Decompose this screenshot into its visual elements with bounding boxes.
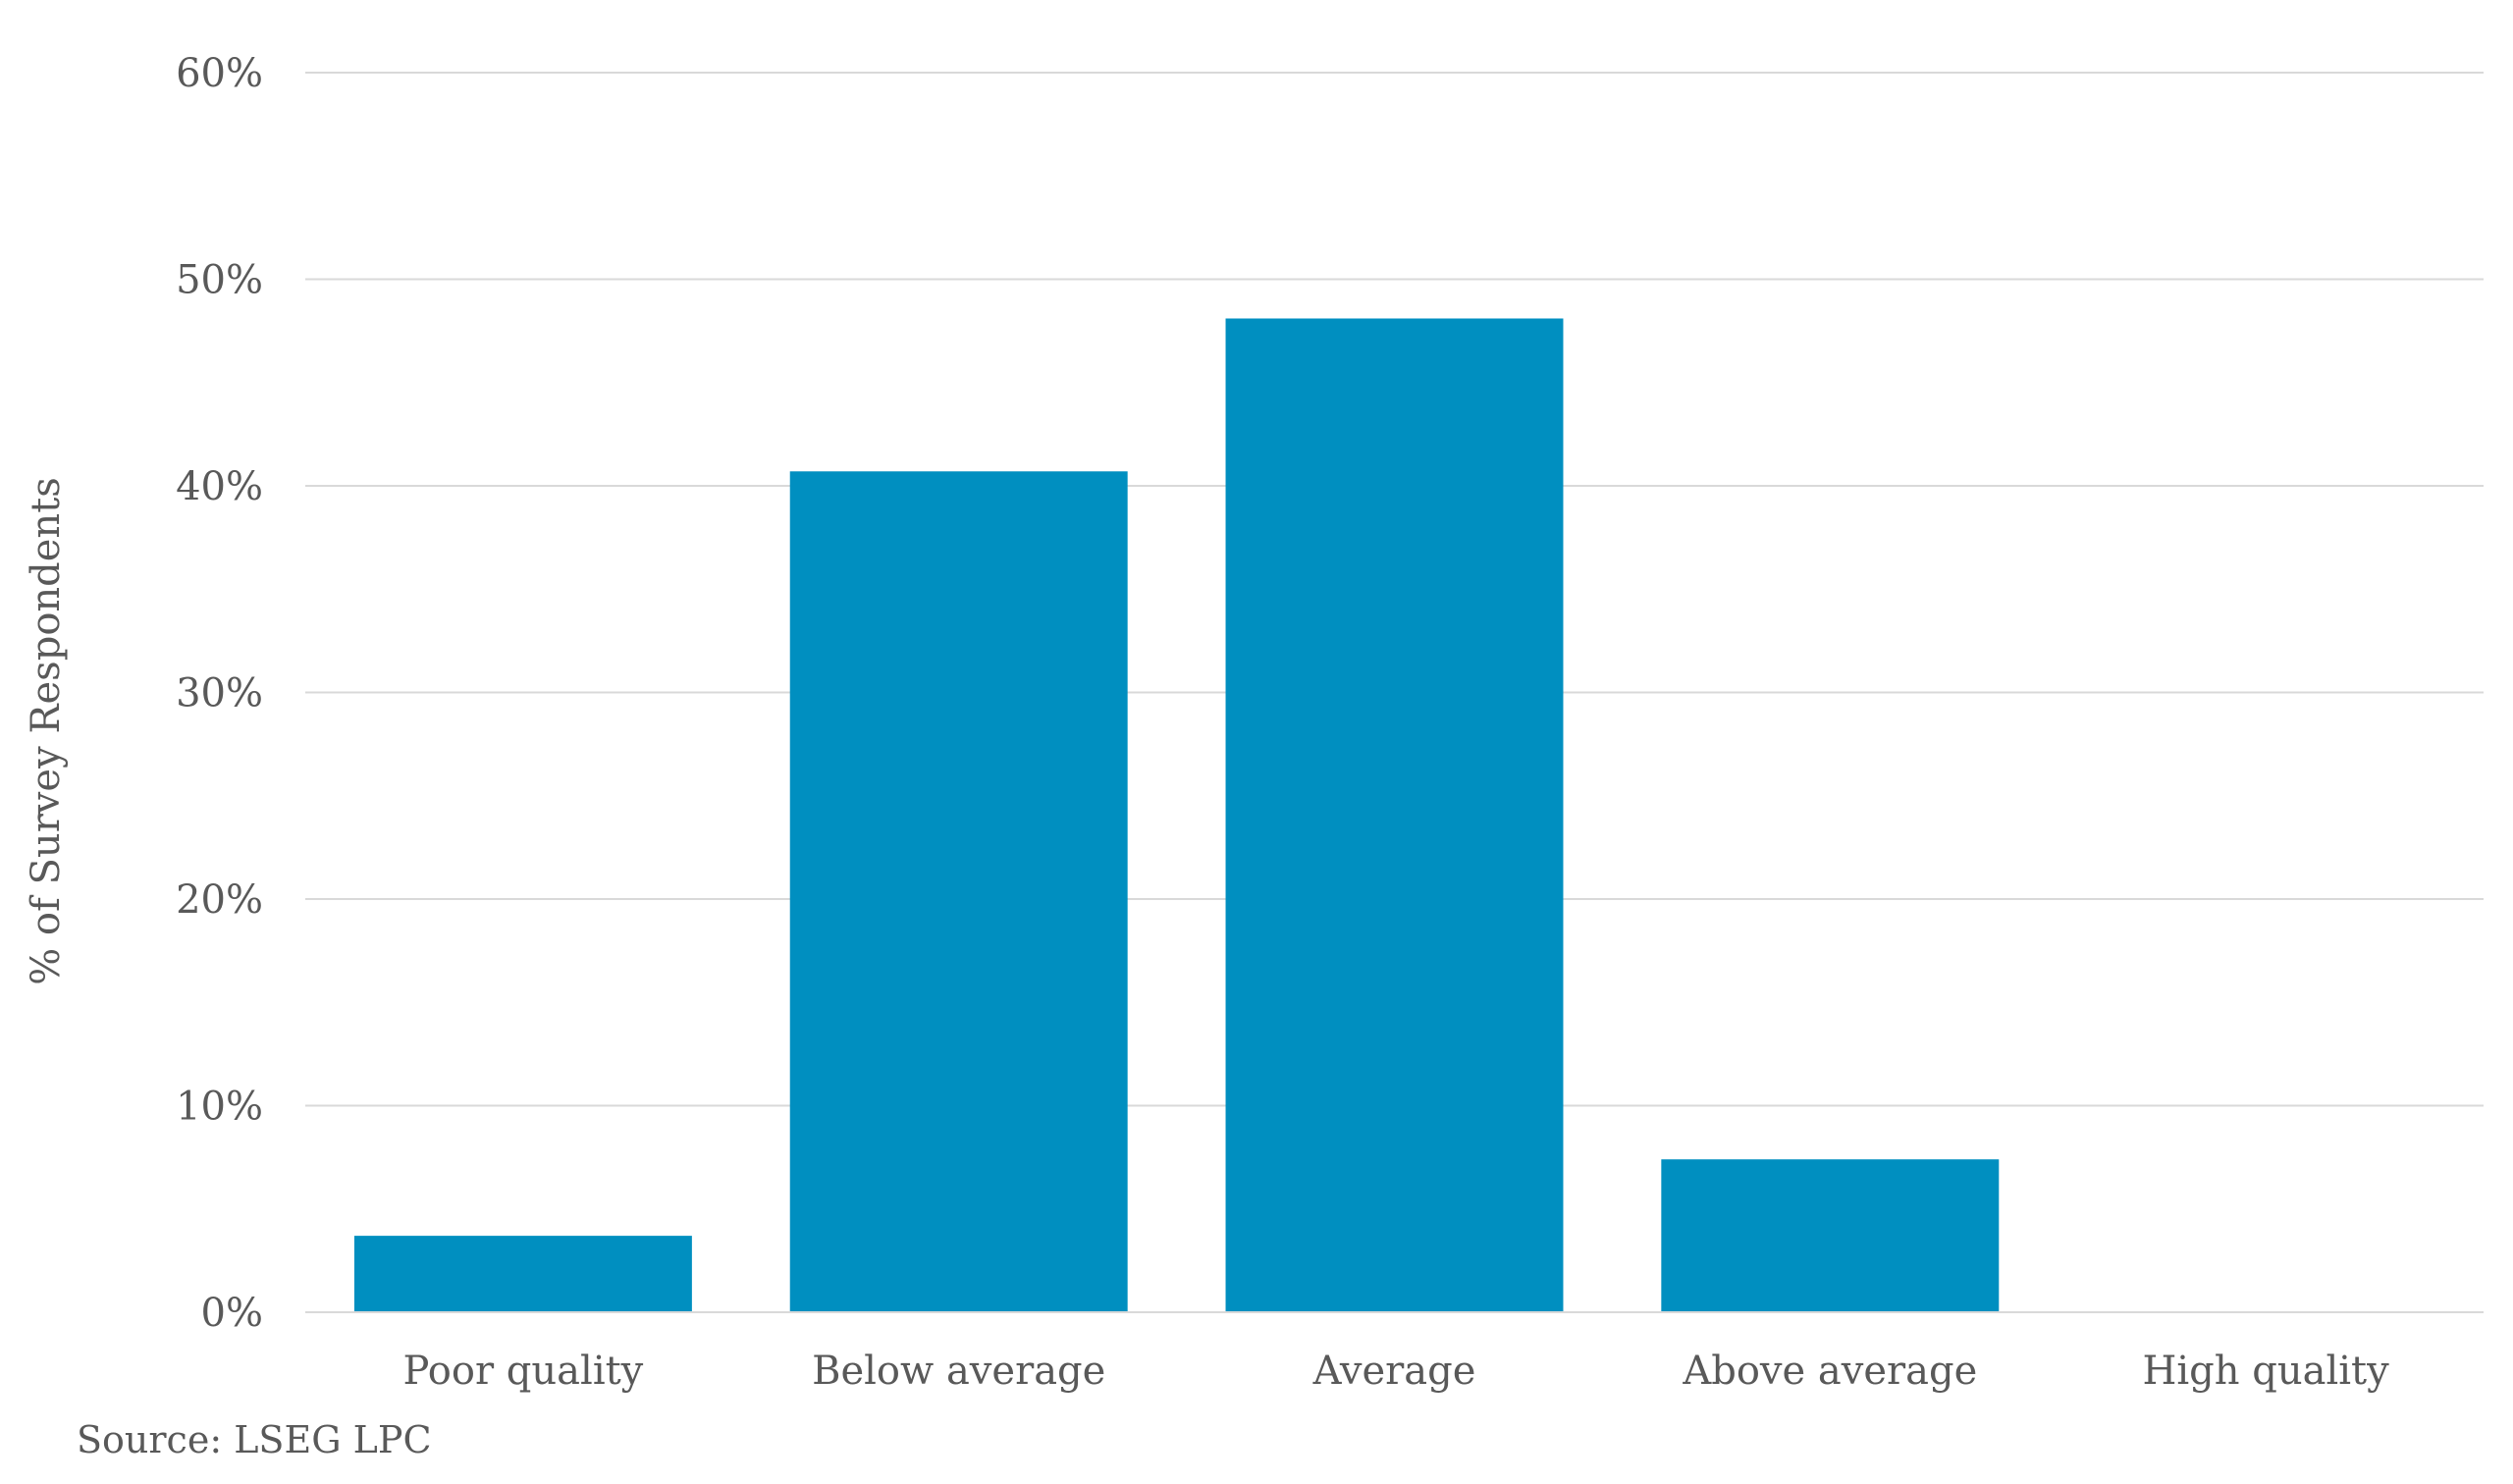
bar-below-average — [789, 471, 1128, 1312]
x-tick-label: High quality — [2142, 1349, 2389, 1394]
y-tick-label: 50% — [176, 258, 263, 303]
x-tick-label: Below average — [812, 1349, 1105, 1394]
source-note: Source: LSEG LPC — [77, 1418, 432, 1461]
y-tick-label: 10% — [176, 1085, 263, 1130]
bar-poor-quality — [353, 1236, 692, 1312]
x-tick-label: Average — [1312, 1349, 1476, 1394]
x-tick-label: Above average — [1682, 1349, 1977, 1394]
x-tick-label: Poor quality — [403, 1349, 644, 1394]
x-axis-category-labels: Poor quality Below average Average Above av… — [403, 1349, 2390, 1394]
bar-average — [1225, 318, 1564, 1312]
y-axis-tick-labels: 0% 10% 20% 30% 40% 50% 60% — [176, 51, 263, 1336]
y-tick-label: 60% — [176, 51, 263, 96]
bars — [353, 318, 2000, 1312]
y-axis-title: % of Survey Respondents — [24, 477, 69, 985]
y-tick-label: 0% — [201, 1291, 263, 1336]
y-tick-label: 20% — [176, 877, 263, 923]
y-tick-label: 40% — [176, 464, 263, 509]
y-tick-label: 30% — [176, 671, 263, 716]
bar-above-average — [1661, 1159, 2000, 1312]
